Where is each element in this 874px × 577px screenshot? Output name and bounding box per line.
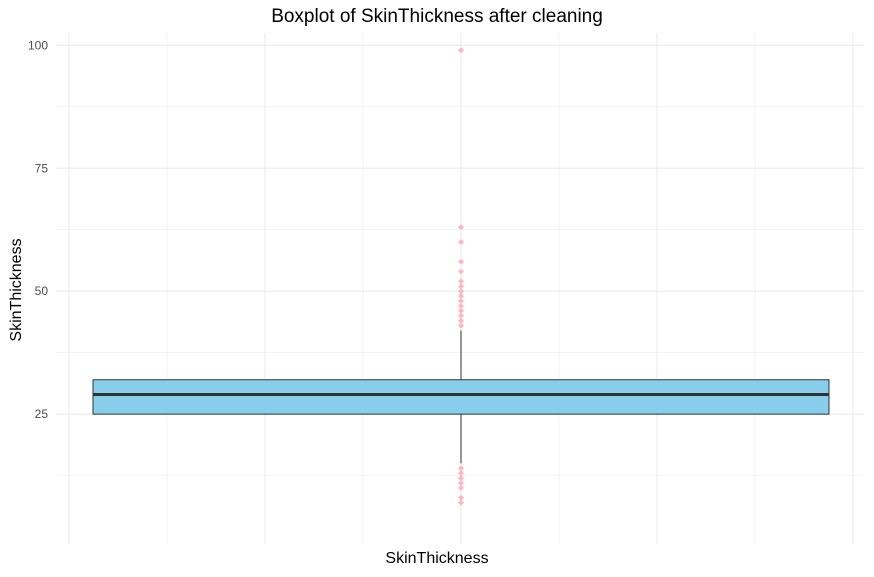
outlier-point bbox=[458, 283, 464, 290]
iqr-box bbox=[92, 379, 830, 415]
outlier-point bbox=[458, 278, 464, 285]
outlier-point bbox=[458, 268, 464, 275]
outlier-point bbox=[458, 312, 464, 319]
outlier-point bbox=[458, 239, 464, 246]
outlier-point bbox=[458, 465, 464, 472]
outlier-point bbox=[458, 224, 464, 231]
outlier-point bbox=[458, 470, 464, 477]
outlier-point bbox=[458, 258, 464, 265]
grid-layer bbox=[56, 33, 864, 544]
outlier-point bbox=[458, 484, 464, 491]
outlier-point bbox=[458, 480, 464, 487]
outliers bbox=[458, 47, 464, 506]
outlier-point bbox=[458, 499, 464, 506]
x-axis-label: SkinThickness bbox=[385, 550, 489, 567]
y-tick-label: 100 bbox=[28, 38, 48, 52]
outlier-point bbox=[458, 475, 464, 482]
y-tick-label: 25 bbox=[35, 407, 49, 421]
outlier-point bbox=[458, 288, 464, 295]
outlier-point bbox=[458, 322, 464, 329]
y-axis-ticks: 25 50 75 100 bbox=[28, 38, 48, 421]
outlier-point bbox=[458, 494, 464, 501]
outlier-point bbox=[458, 317, 464, 324]
outlier-point bbox=[458, 298, 464, 305]
outlier-point bbox=[458, 307, 464, 314]
chart-title: Boxplot of SkinThickness after cleaning bbox=[271, 6, 603, 27]
y-tick-label: 75 bbox=[35, 161, 49, 175]
y-axis-label: SkinThickness bbox=[8, 238, 25, 342]
outlier-point bbox=[458, 302, 464, 309]
outlier-point bbox=[458, 47, 464, 54]
boxplot bbox=[92, 330, 830, 464]
outlier-point bbox=[458, 293, 464, 300]
y-tick-label: 50 bbox=[35, 284, 49, 298]
